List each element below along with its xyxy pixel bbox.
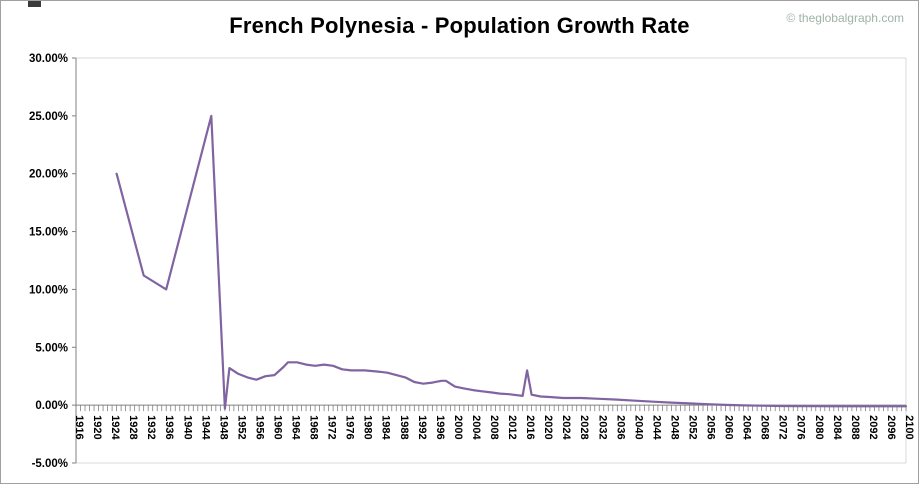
x-tick-label: 2028: [578, 415, 590, 439]
y-tick-label: 30.00%: [29, 53, 68, 65]
y-tick-label: 5.00%: [35, 342, 68, 354]
y-tick-label: 10.00%: [29, 284, 68, 296]
x-tick-label: 1948: [217, 415, 229, 439]
x-tick-label: 2060: [723, 415, 735, 439]
x-tick-label: 1984: [380, 415, 392, 440]
x-tick-label: 2092: [867, 415, 879, 439]
x-tick-label: 1928: [127, 415, 139, 439]
x-tick-label: 2072: [777, 415, 789, 439]
x-tick-label: 2044: [650, 415, 662, 440]
x-tick-label: 1944: [199, 415, 211, 440]
x-tick-label: 1956: [253, 415, 265, 439]
x-tick-label: 1992: [416, 415, 428, 439]
x-tick-label: 2004: [470, 415, 482, 440]
watermark: © theglobalgraph.com: [786, 11, 904, 25]
x-tick-label: 1936: [163, 415, 175, 439]
x-tick-label: 2020: [542, 415, 554, 439]
x-tick-label: 2064: [741, 415, 753, 440]
x-tick-label: 2024: [560, 415, 572, 440]
x-tick-label: 1924: [109, 415, 121, 440]
y-tick-label: 25.00%: [29, 111, 68, 123]
x-tick-label: 1920: [91, 415, 103, 439]
y-tick-label: 20.00%: [29, 169, 68, 181]
x-tick-label: 2048: [668, 415, 680, 439]
x-tick-label: 1952: [235, 415, 247, 439]
series-line: [115, 114, 908, 410]
x-tick-label: 2084: [831, 415, 843, 440]
y-tick-label: 15.00%: [29, 227, 68, 239]
x-tick-label: 2036: [614, 415, 626, 439]
x-tick-label: 1940: [181, 415, 193, 439]
x-tick-label: 2100: [903, 415, 915, 439]
x-tick-label: 2008: [488, 415, 500, 439]
x-tick-label: 2040: [632, 415, 644, 439]
chart-title: French Polynesia - Population Growth Rat…: [229, 13, 690, 38]
x-tick-label: 2080: [813, 415, 825, 439]
x-tick-label: 2012: [506, 415, 518, 439]
x-tick-label: 2068: [759, 415, 771, 439]
x-tick-label: 1980: [362, 415, 374, 439]
x-tick-label: 2096: [885, 415, 897, 439]
x-tick-label: 1996: [434, 415, 446, 439]
x-tick-label: 1916: [73, 415, 85, 439]
x-tick-label: 1988: [398, 415, 410, 439]
x-tick-label: 1976: [344, 415, 356, 439]
x-tick-label: 2088: [849, 415, 861, 439]
x-tick-label: 1968: [308, 415, 320, 439]
x-tick-label: 1960: [271, 415, 283, 439]
x-tick-label: 1932: [145, 415, 157, 439]
x-tick-label: 1972: [326, 415, 338, 439]
x-tick-label: 2016: [524, 415, 536, 439]
x-tick-label: 2076: [795, 415, 807, 439]
y-tick-label: 0.00%: [35, 400, 68, 412]
x-tick-label: 2000: [452, 415, 464, 439]
x-tick-label: 2052: [686, 415, 698, 439]
x-tick-label: 2032: [596, 415, 608, 439]
x-tick-label: 1964: [290, 415, 302, 440]
y-tick-label: -5.00%: [32, 458, 68, 470]
x-tick-label: 2056: [705, 415, 717, 439]
corner-mark: [28, 1, 41, 7]
